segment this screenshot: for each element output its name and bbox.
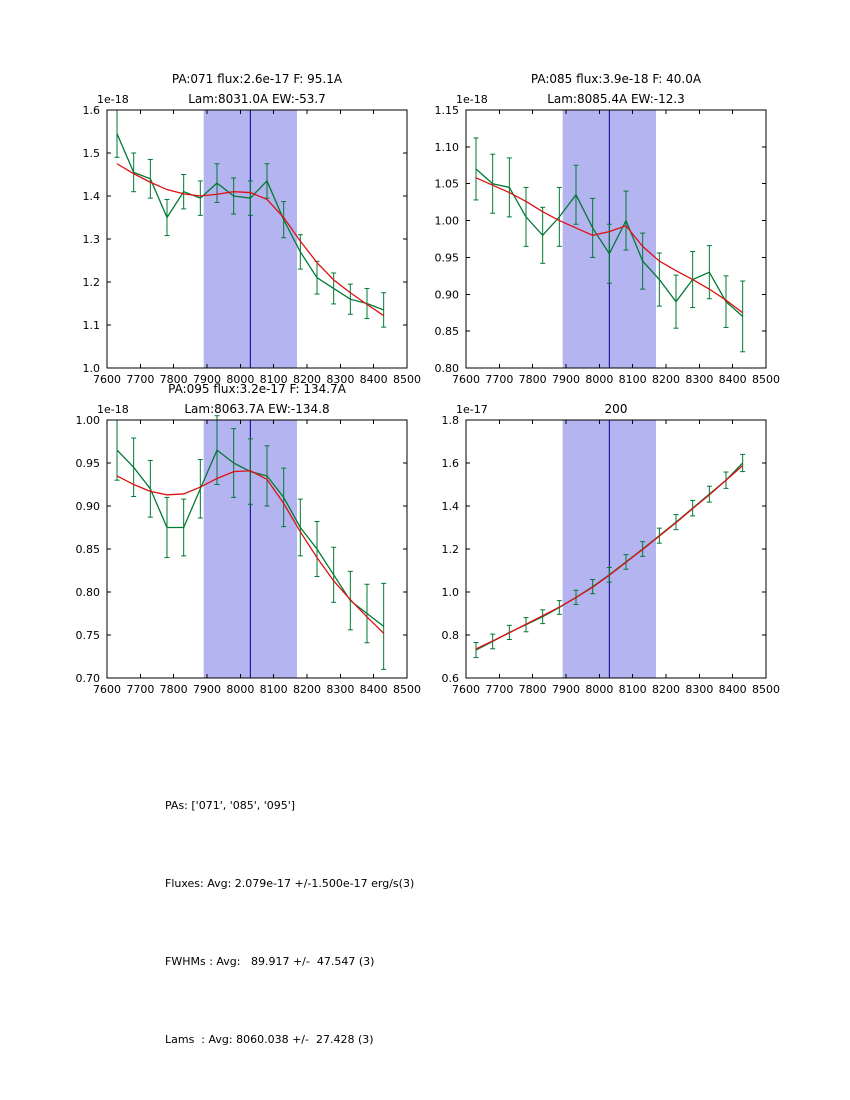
- svg-text:1.8: 1.8: [442, 414, 460, 427]
- svg-text:8500: 8500: [393, 373, 421, 386]
- svg-text:0.6: 0.6: [442, 672, 460, 685]
- stats-line-fluxes: Fluxes: Avg: 2.079e-17 +/-1.500e-17 erg/…: [165, 877, 415, 890]
- svg-text:8400: 8400: [719, 683, 747, 696]
- svg-text:1.0: 1.0: [442, 586, 460, 599]
- svg-text:1.2: 1.2: [83, 276, 101, 289]
- svg-text:Lam:8031.0A EW:-53.7: Lam:8031.0A EW:-53.7: [188, 92, 326, 106]
- svg-text:8500: 8500: [752, 373, 780, 386]
- svg-text:8100: 8100: [260, 683, 288, 696]
- svg-text:7600: 7600: [93, 373, 121, 386]
- stats-line-lams: Lams : Avg: 8060.038 +/- 27.428 (3): [165, 1033, 374, 1046]
- svg-text:7700: 7700: [485, 373, 513, 386]
- subplot-pa071-plot: 7600 7700 7800 7900 8000 8100 8200 8300 8400 8500…: [83, 72, 422, 386]
- stats-line-fwhms: FWHMs : Avg: 89.917 +/- 47.547 (3): [165, 955, 375, 968]
- svg-text:PA:095 flux:3.2e-17 F: 134.7A: PA:095 flux:3.2e-17 F: 134.7A: [168, 382, 347, 396]
- svg-text:7900: 7900: [552, 373, 580, 386]
- svg-text:7600: 7600: [452, 373, 480, 386]
- svg-text:8300: 8300: [685, 373, 713, 386]
- subplot-200: 7600 7700 7800 7900 8000 8100 8200 8300 8400 8500…: [406, 375, 786, 709]
- svg-text:8500: 8500: [752, 683, 780, 696]
- svg-text:1.4: 1.4: [83, 190, 101, 203]
- svg-text:8100: 8100: [260, 373, 288, 386]
- stats-block: PAs: ['071', '085', '095'] Fluxes: Avg: …: [165, 741, 414, 1100]
- svg-text:0.8: 0.8: [442, 629, 460, 642]
- svg-text:PA:085 flux:3.9e-18 F: 40.0A: PA:085 flux:3.9e-18 F: 40.0A: [531, 72, 702, 86]
- svg-text:8300: 8300: [326, 373, 354, 386]
- svg-text:1.5: 1.5: [83, 147, 101, 160]
- svg-text:8100: 8100: [619, 373, 647, 386]
- svg-text:1.3: 1.3: [83, 233, 101, 246]
- svg-text:8400: 8400: [360, 683, 388, 696]
- svg-text:0.80: 0.80: [76, 586, 101, 599]
- svg-text:8400: 8400: [360, 373, 388, 386]
- svg-text:1.6: 1.6: [83, 104, 101, 117]
- svg-text:7800: 7800: [160, 683, 188, 696]
- svg-text:7600: 7600: [452, 683, 480, 696]
- svg-text:8200: 8200: [293, 683, 321, 696]
- svg-text:200: 200: [605, 402, 628, 416]
- svg-text:0.75: 0.75: [76, 629, 101, 642]
- svg-text:1e-18: 1e-18: [97, 93, 129, 106]
- svg-text:1.10: 1.10: [435, 141, 460, 154]
- svg-text:8500: 8500: [393, 683, 421, 696]
- svg-text:1e-17: 1e-17: [456, 403, 488, 416]
- svg-text:8000: 8000: [226, 683, 254, 696]
- svg-text:PA:071 flux:2.6e-17 F: 95.1A: PA:071 flux:2.6e-17 F: 95.1A: [172, 72, 343, 86]
- svg-text:8200: 8200: [652, 373, 680, 386]
- svg-text:0.95: 0.95: [76, 457, 101, 470]
- svg-text:Lam:8063.7A EW:-134.8: Lam:8063.7A EW:-134.8: [184, 402, 329, 416]
- svg-text:8100: 8100: [619, 683, 647, 696]
- svg-text:1e-18: 1e-18: [97, 403, 129, 416]
- svg-text:7800: 7800: [160, 373, 188, 386]
- svg-text:1.1: 1.1: [83, 319, 101, 332]
- svg-text:1.6: 1.6: [442, 457, 460, 470]
- svg-text:7900: 7900: [193, 373, 221, 386]
- subplot-pa085: 7600 7700 7800 7900 8000 8100 8200 8300 8400 8500…: [406, 65, 786, 399]
- svg-text:0.90: 0.90: [76, 500, 101, 513]
- svg-text:8000: 8000: [585, 373, 613, 386]
- svg-text:7700: 7700: [485, 683, 513, 696]
- subplot-pa071: 7600 7700 7800 7900 8000 8100 8200 8300 8400 8500…: [47, 65, 427, 399]
- svg-text:8200: 8200: [652, 683, 680, 696]
- svg-text:1.0: 1.0: [83, 362, 101, 375]
- svg-text:1.00: 1.00: [76, 414, 101, 427]
- svg-text:1.00: 1.00: [435, 215, 460, 228]
- svg-text:7700: 7700: [126, 683, 154, 696]
- svg-text:8000: 8000: [585, 683, 613, 696]
- svg-text:1.2: 1.2: [442, 543, 460, 556]
- svg-text:7800: 7800: [519, 683, 547, 696]
- subplot-pa085-plot: 7600 7700 7800 7900 8000 8100 8200 8300 8400 8500…: [435, 72, 781, 386]
- svg-text:0.90: 0.90: [435, 288, 460, 301]
- svg-text:1.15: 1.15: [435, 104, 460, 117]
- svg-text:1.05: 1.05: [435, 178, 460, 191]
- svg-text:8300: 8300: [685, 683, 713, 696]
- subplot-pa095: 7600 7700 7800 7900 8000 8100 8200 8300 8400 8500…: [47, 375, 427, 709]
- svg-text:8000: 8000: [226, 373, 254, 386]
- svg-text:7800: 7800: [519, 373, 547, 386]
- svg-text:8200: 8200: [293, 373, 321, 386]
- svg-text:0.85: 0.85: [435, 325, 460, 338]
- svg-text:8300: 8300: [326, 683, 354, 696]
- svg-text:0.95: 0.95: [435, 251, 460, 264]
- svg-text:7900: 7900: [193, 683, 221, 696]
- svg-text:1.4: 1.4: [442, 500, 460, 513]
- svg-text:8400: 8400: [719, 373, 747, 386]
- svg-text:1e-18: 1e-18: [456, 93, 488, 106]
- stats-line-pas: PAs: ['071', '085', '095']: [165, 799, 296, 812]
- svg-text:0.70: 0.70: [76, 672, 101, 685]
- svg-text:7600: 7600: [93, 683, 121, 696]
- svg-text:0.80: 0.80: [435, 362, 460, 375]
- svg-text:7700: 7700: [126, 373, 154, 386]
- subplot-200-plot: 7600 7700 7800 7900 8000 8100 8200 8300 8400 8500…: [442, 402, 781, 696]
- subplot-pa095-plot: 7600 7700 7800 7900 8000 8100 8200 8300 8400 8500…: [76, 382, 422, 696]
- svg-text:7900: 7900: [552, 683, 580, 696]
- svg-text:0.85: 0.85: [76, 543, 101, 556]
- svg-text:Lam:8085.4A EW:-12.3: Lam:8085.4A EW:-12.3: [547, 92, 685, 106]
